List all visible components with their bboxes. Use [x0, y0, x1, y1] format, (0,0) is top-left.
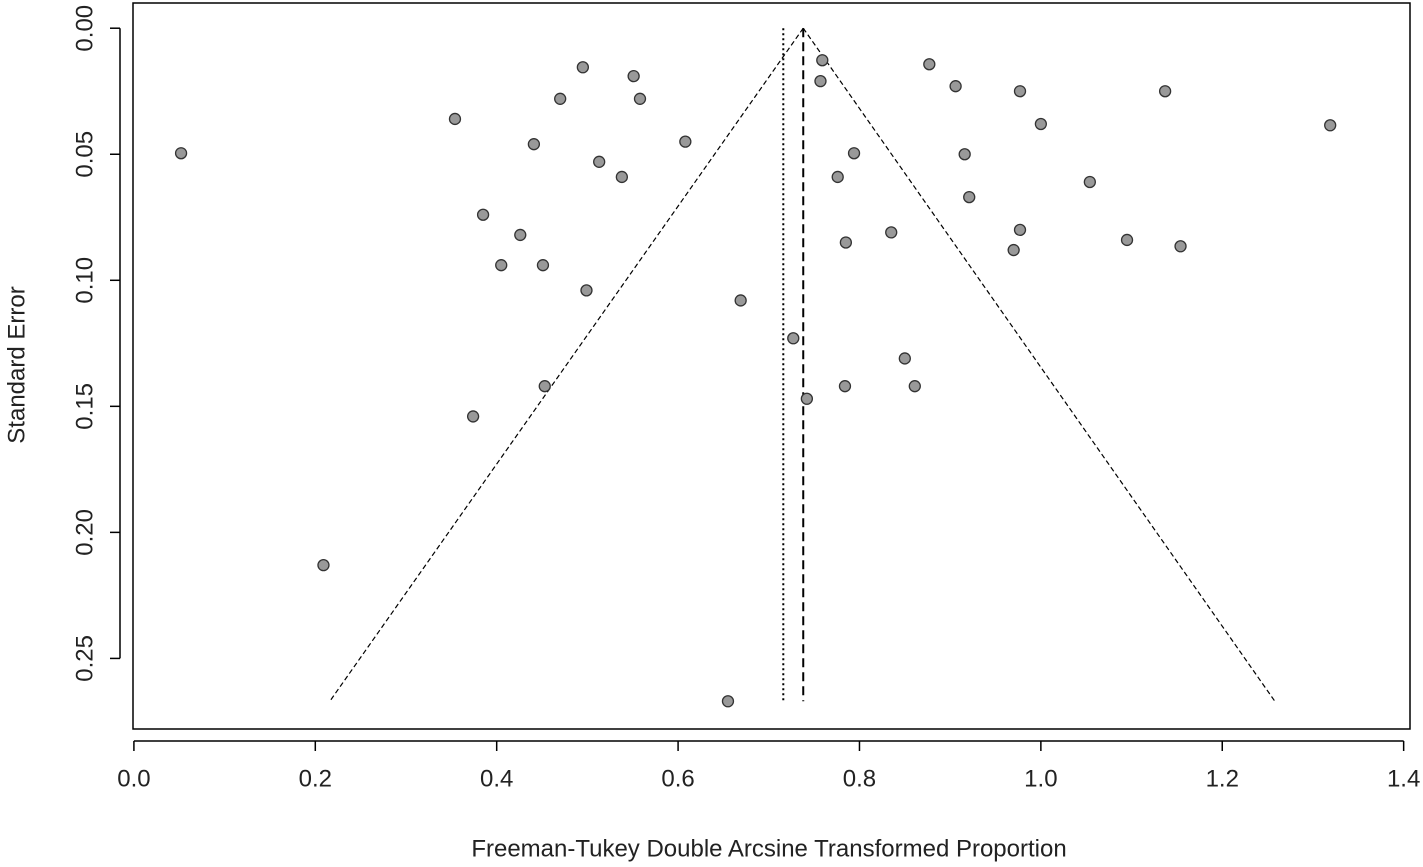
x-tick-label: 0.6 [661, 765, 694, 792]
data-point [1013, 223, 1027, 237]
plot-box [132, 2, 1411, 730]
funnel-left [329, 27, 804, 702]
data-point [580, 284, 593, 297]
x-tick-label: 1.2 [1206, 765, 1239, 792]
y-tick-label: 0.05 [71, 131, 98, 178]
data-point [1083, 175, 1096, 189]
data-point [448, 112, 462, 126]
data-point [554, 92, 567, 105]
data-point [1324, 119, 1337, 132]
data-point [787, 332, 800, 345]
data-point [1174, 240, 1187, 253]
y-tick-label: 0.10 [71, 257, 98, 304]
data-point [495, 259, 508, 272]
data-point [576, 61, 590, 74]
data-point [963, 190, 976, 204]
x-tick-label: 0.2 [299, 765, 332, 792]
data-point [1120, 233, 1134, 247]
data-point [831, 170, 844, 184]
data-point [633, 92, 647, 105]
data-point [538, 380, 551, 393]
data-point [1013, 85, 1027, 98]
data-point [514, 228, 527, 242]
data-point [734, 294, 747, 307]
data-point [593, 155, 606, 168]
data-point [839, 236, 853, 249]
data-point [174, 147, 188, 160]
data-point [949, 80, 962, 93]
data-point [1034, 117, 1048, 131]
x-tick-label: 0.4 [480, 765, 513, 792]
data-point [885, 226, 898, 239]
x-tick-label: 0.0 [117, 765, 150, 792]
y-tick-label: 0.15 [71, 383, 98, 430]
data-point [466, 410, 480, 423]
x-axis-title: Freeman-Tukey Double Arcsine Transformed… [471, 835, 1066, 862]
data-point [679, 135, 692, 148]
x-tick-label: 1.0 [1024, 765, 1057, 792]
data-point [847, 147, 861, 160]
x-tick-label: 0.8 [843, 765, 876, 792]
data-point [1007, 243, 1020, 257]
y-tick-label: 0.00 [71, 5, 98, 52]
data-point [958, 148, 971, 161]
data-point [1158, 85, 1172, 98]
data-point [816, 54, 829, 67]
data-point [615, 170, 629, 184]
y-axis-title: Standard Error [3, 286, 30, 443]
data-point [536, 259, 550, 272]
data-point [627, 69, 640, 83]
y-tick-label: 0.25 [71, 635, 98, 682]
data-point [476, 208, 490, 221]
x-tick-label: 1.4 [1387, 765, 1420, 792]
data-point [923, 58, 936, 71]
data-point [527, 138, 541, 151]
data-point [721, 695, 735, 708]
data-point [898, 352, 911, 365]
funnel-right [802, 27, 1276, 702]
data-point [838, 380, 852, 393]
data-point [908, 380, 921, 393]
data-point [800, 392, 814, 405]
y-tick-label: 0.20 [71, 509, 98, 556]
data-point [814, 74, 827, 88]
data-point [317, 558, 330, 572]
